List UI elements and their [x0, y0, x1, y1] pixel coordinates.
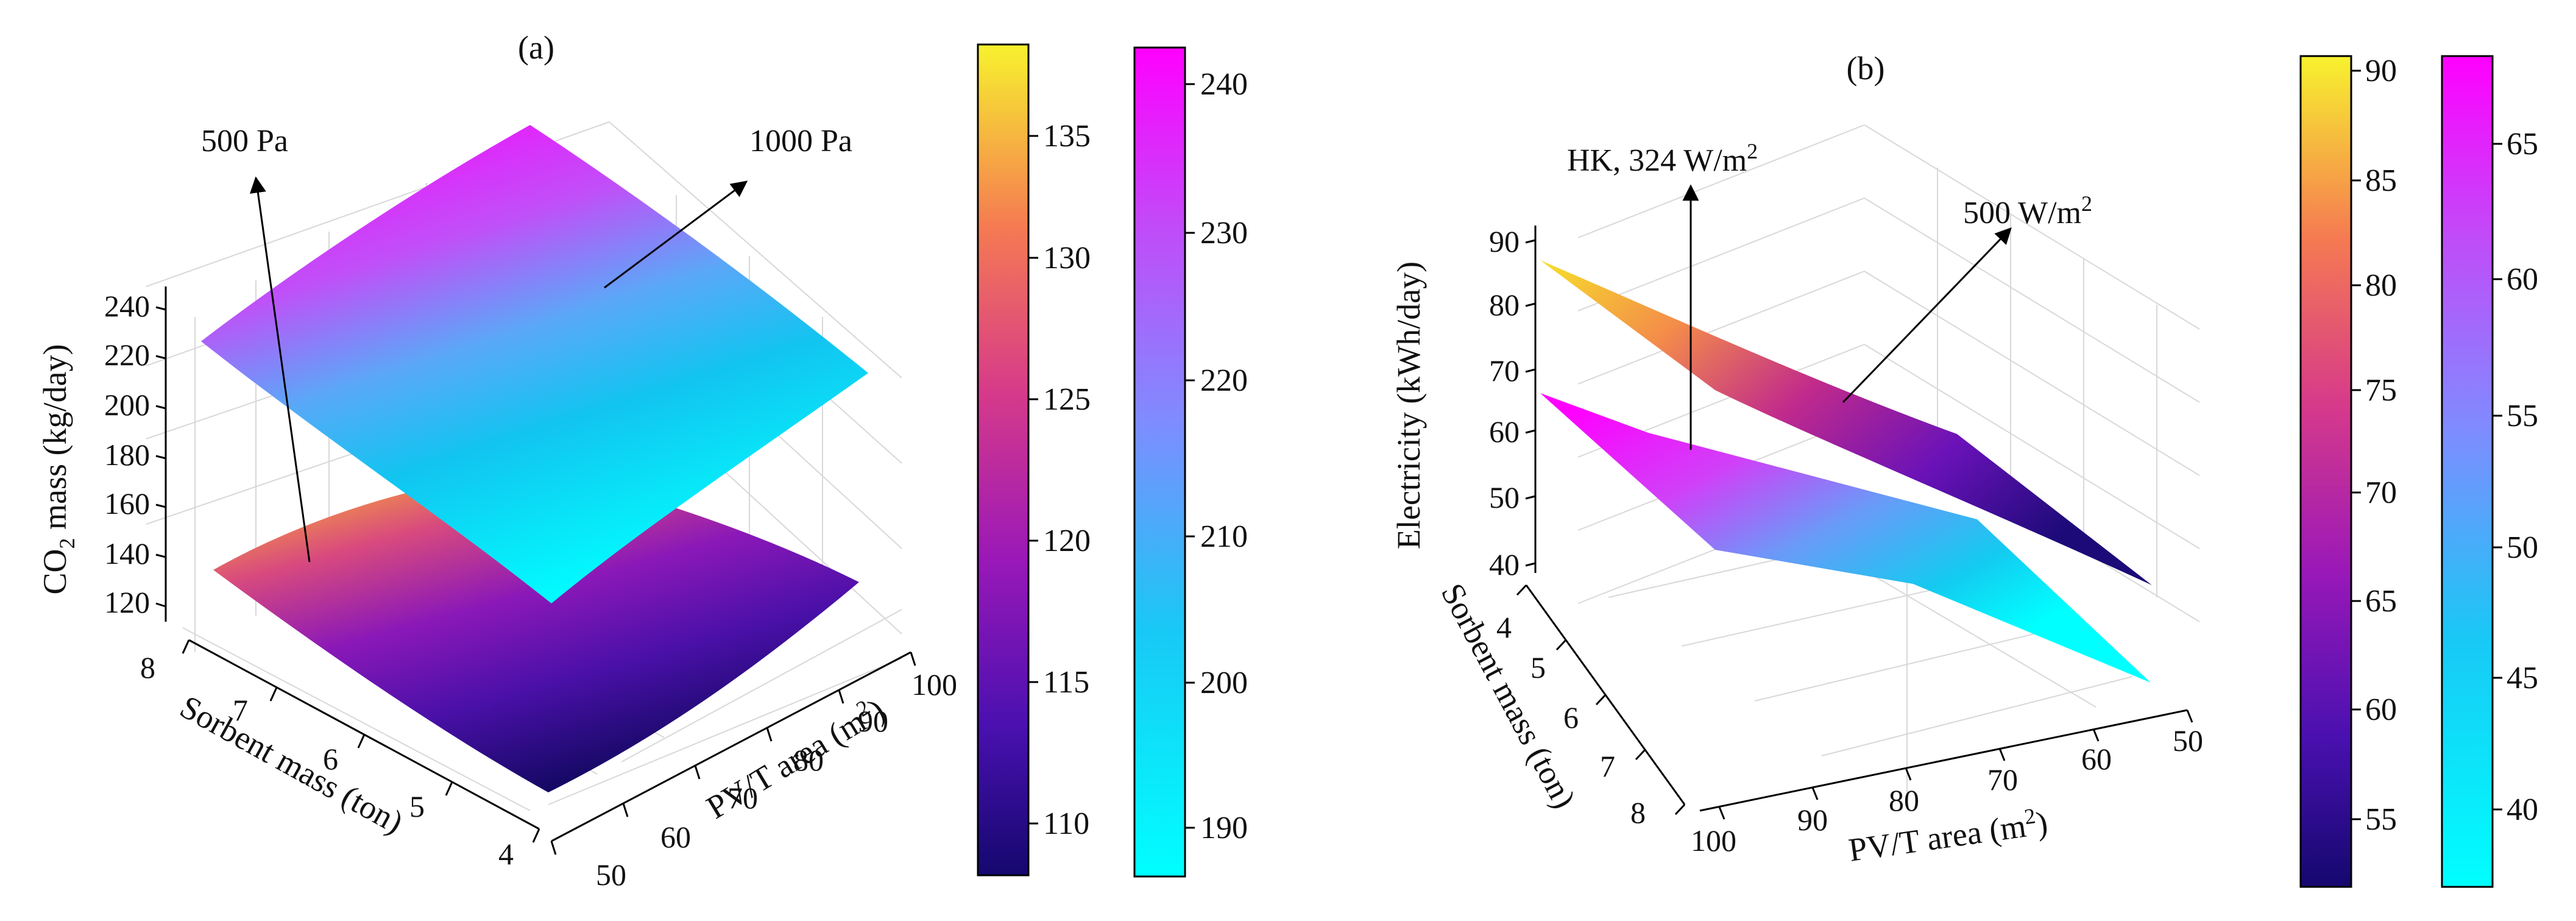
- arrow-500pa: [249, 176, 311, 563]
- colorbar-tick: 240: [1200, 67, 1248, 102]
- x-tick-label: 50: [2173, 724, 2203, 758]
- panel-b-label: (b): [1847, 50, 1885, 87]
- annotation-hk-324: HK, 324 W/m2: [1567, 139, 1758, 178]
- colorbar-tick: 55: [2507, 399, 2538, 433]
- panel-a-y-ticks: 8 7 6 5 4: [140, 639, 540, 871]
- x-tick-label: 70: [1987, 763, 2018, 797]
- y-tick-label: 4: [498, 837, 514, 871]
- colorbar-tick: 60: [2507, 262, 2538, 297]
- colorbar-tick: 210: [1200, 519, 1248, 554]
- x-tick-label: 50: [596, 858, 626, 892]
- y-tick-label: 4: [1496, 610, 1512, 644]
- y-tick-label: 6: [1563, 700, 1579, 734]
- panel-a-x-label: PV/T area (m2): [699, 689, 891, 826]
- annotation-1000pa: 1000 Pa: [749, 124, 852, 158]
- z-tick-label: 200: [104, 388, 150, 422]
- colorbar-tick: 40: [2507, 792, 2538, 827]
- x-tick-label: 60: [660, 820, 691, 854]
- x-tick-label: 80: [1889, 783, 1919, 817]
- panel-b-y-ticks: 4 5 6 7 8: [1496, 584, 1686, 830]
- panel-a-x-ticks: 50 60 70 80 90 100: [550, 652, 957, 892]
- panel-b-colorbar-plasma: 55 60 65 70 75 80 85 90: [2299, 54, 2397, 888]
- colorbar-plasma-a: [977, 43, 1030, 877]
- z-tick-label: 180: [104, 438, 150, 472]
- panel-b-z-ticks: 40 50 60 70 80 90: [1489, 224, 1536, 581]
- y-tick-label: 7: [233, 693, 248, 727]
- y-tick-label: 8: [140, 650, 155, 685]
- annotation-500wm2: 500 W/m2: [1963, 191, 2092, 230]
- x-tick-label: 70: [727, 781, 758, 815]
- panel-b-x-label: PV/T area (m2): [1846, 802, 2050, 869]
- surface-1000pa: [201, 125, 868, 603]
- panel-b-x-ticks: 100 90 80 70 60 50: [1691, 709, 2203, 858]
- z-tick-label: 240: [104, 289, 150, 323]
- z-tick-label: 140: [104, 536, 150, 571]
- panel-a-colorbar-cool: 190 200 210 220 230 240: [1133, 46, 1248, 878]
- x-tick-label: 90: [858, 704, 888, 738]
- colorbar-tick: 125: [1043, 382, 1091, 417]
- x-tick-label: 100: [1691, 823, 1736, 858]
- colorbar-tick: 190: [1200, 811, 1248, 845]
- panel-a-colorbar-plasma: 110 115 120 125 130 135: [977, 43, 1091, 877]
- colorbar-tick: 55: [2365, 802, 2397, 837]
- z-tick-label: 70: [1489, 354, 1520, 388]
- colorbar-tick: 200: [1200, 666, 1248, 700]
- y-tick-label: 6: [323, 742, 338, 776]
- panel-a: (a): [37, 29, 1248, 892]
- z-tick-label: 90: [1489, 224, 1520, 258]
- colorbar-tick: 60: [2365, 692, 2397, 727]
- x-tick-label: 90: [1797, 803, 1828, 837]
- panel-b-grid: [1577, 124, 2200, 792]
- arrow-1000pa: [604, 180, 748, 289]
- colorbar-tick: 85: [2365, 163, 2397, 198]
- z-tick-label: 160: [104, 486, 150, 521]
- y-tick-label: 7: [1600, 749, 1615, 783]
- panel-b-colorbar-cool: 40 45 50 55 60 65: [2441, 55, 2538, 888]
- panel-a-label: (a): [518, 29, 554, 66]
- surface-500wm2: [1540, 260, 2152, 585]
- z-tick-label: 50: [1489, 480, 1520, 514]
- colorbar-plasma-b: [2299, 55, 2352, 888]
- panel-a-y-label: Sorbent mass (ton): [174, 688, 409, 841]
- panel-b-z-label: Electricity (kWh/day): [1390, 261, 1427, 549]
- arrow-500wm2: [1842, 227, 2012, 404]
- colorbar-tick: 220: [1200, 363, 1248, 398]
- y-tick-label: 5: [409, 789, 425, 823]
- x-tick-label: 80: [793, 743, 824, 777]
- colorbar-tick: 70: [2365, 475, 2397, 510]
- colorbar-tick: 90: [2365, 54, 2397, 88]
- x-tick-label: 100: [911, 667, 957, 702]
- colorbar-cool-b: [2441, 55, 2494, 888]
- colorbar-tick: 130: [1043, 241, 1091, 276]
- colorbar-cool-a: [1133, 46, 1186, 878]
- surface-500pa: [213, 469, 859, 792]
- colorbar-tick: 115: [1043, 665, 1089, 700]
- y-tick-label: 8: [1630, 795, 1646, 830]
- z-tick-label: 220: [104, 338, 150, 372]
- z-tick-label: 80: [1489, 288, 1520, 322]
- colorbar-tick: 120: [1043, 524, 1091, 558]
- colorbar-tick: 50: [2507, 530, 2538, 565]
- colorbar-tick: 75: [2365, 373, 2397, 408]
- panel-b: (b) 40 50 60: [1390, 50, 2538, 888]
- colorbar-tick: 65: [2365, 584, 2397, 619]
- colorbar-tick: 230: [1200, 216, 1248, 251]
- colorbar-tick: 65: [2507, 127, 2538, 162]
- colorbar-tick: 45: [2507, 661, 2538, 695]
- z-tick-label: 60: [1489, 414, 1520, 449]
- y-tick-label: 5: [1530, 650, 1546, 685]
- surface-hk-324: [1540, 393, 2151, 683]
- annotation-500pa: 500 Pa: [201, 124, 288, 158]
- colorbar-tick: 110: [1043, 806, 1089, 841]
- panel-a-z-label: CO2 mass (kg/day): [37, 344, 79, 595]
- colorbar-tick: 80: [2365, 268, 2397, 303]
- z-tick-label: 40: [1489, 547, 1520, 581]
- x-tick-label: 60: [2081, 742, 2112, 776]
- colorbar-tick: 135: [1043, 119, 1091, 154]
- z-tick-label: 120: [104, 585, 150, 619]
- panel-a-z-ticks: 120 140 160 180 200 220 240: [104, 289, 166, 619]
